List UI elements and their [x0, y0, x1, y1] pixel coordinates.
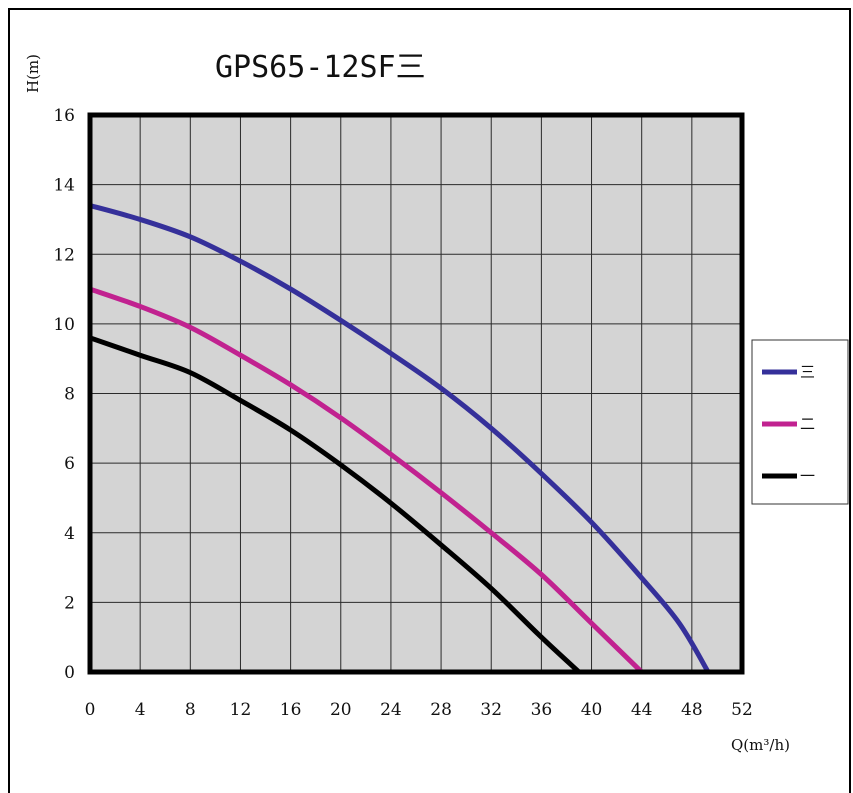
y-tick-label: 16	[53, 106, 75, 126]
y-tick-label: 14	[53, 176, 75, 196]
figure-frame	[8, 8, 851, 793]
x-tick-label: 24	[380, 700, 402, 720]
x-tick-label: 36	[531, 700, 553, 720]
x-tick-label: 28	[430, 700, 452, 720]
legend: 三二一	[751, 339, 849, 505]
x-tick-label: 4	[135, 700, 146, 720]
x-tick-label: 12	[230, 700, 252, 720]
y-tick-label: 6	[64, 454, 75, 474]
series-lines	[87, 203, 711, 675]
legend-label: 一	[800, 467, 815, 485]
x-tick-label: 48	[681, 700, 703, 720]
legend-label: 二	[800, 415, 815, 433]
x-tick-label: 16	[280, 700, 302, 720]
x-tick-label: 44	[631, 700, 653, 720]
y-tick-label: 4	[64, 524, 75, 544]
y-tick-label: 2	[64, 593, 75, 613]
y-tick-label: 12	[53, 245, 75, 265]
x-axis-label: Q(m³/h)	[731, 736, 790, 754]
y-axis-label: H(m)	[24, 54, 42, 93]
series-line-3	[87, 335, 582, 675]
x-tick-label: 52	[731, 700, 753, 720]
legend-label: 三	[800, 363, 815, 381]
x-tick-label: 40	[581, 700, 603, 720]
x-tick-label: 8	[185, 700, 196, 720]
chart-title: GPS65-12SF三	[215, 50, 426, 85]
y-tick-label: 8	[64, 385, 75, 405]
x-tick-label: 32	[480, 700, 502, 720]
series-line-2	[87, 286, 645, 675]
x-tick-label: 20	[330, 700, 352, 720]
series-line-1	[87, 203, 711, 675]
plot-border	[87, 112, 745, 675]
y-tick-label: 10	[53, 315, 75, 335]
x-tick-label: 0	[85, 700, 96, 720]
y-tick-label: 0	[64, 663, 75, 683]
